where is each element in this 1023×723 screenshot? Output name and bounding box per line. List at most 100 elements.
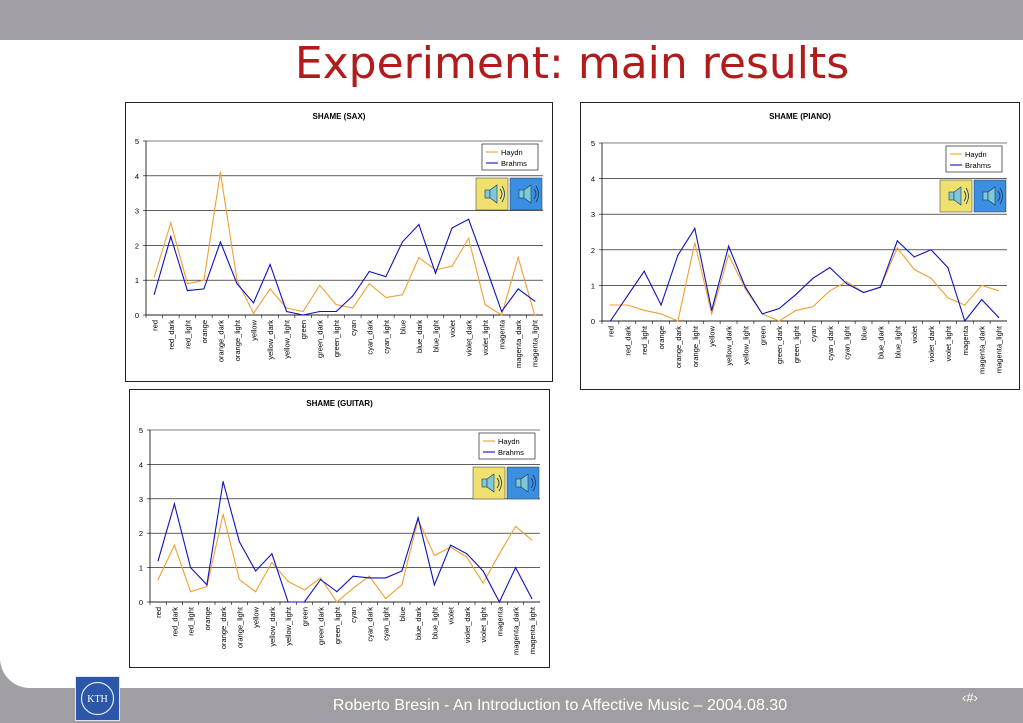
y-tick-label: 5 xyxy=(139,426,143,435)
data-point-haydn xyxy=(660,313,662,315)
y-tick-label: 2 xyxy=(139,529,143,538)
data-point-haydn xyxy=(157,579,159,581)
y-tick-label: 0 xyxy=(591,317,595,326)
x-tick-label: yellow xyxy=(252,606,261,627)
speaker-icon-cone xyxy=(520,473,529,493)
chart-title: SHAME (GUITAR) xyxy=(306,399,373,408)
title-tab xyxy=(222,40,922,100)
data-point-haydn xyxy=(498,553,500,555)
data-point-brahms xyxy=(531,597,533,600)
data-point-brahms xyxy=(417,517,419,519)
data-point-haydn xyxy=(913,268,915,270)
chart-guitar: SHAME (GUITAR) 0 1 2 3 4 5 red red_dark red_light… xyxy=(139,399,540,655)
x-tick-label: red xyxy=(606,326,615,337)
data-point-haydn xyxy=(255,591,257,593)
data-point-brahms xyxy=(385,276,387,278)
speaker-icon-body xyxy=(484,189,491,199)
x-tick-label: green_dark xyxy=(317,607,326,645)
data-point-brahms xyxy=(173,503,175,505)
x-tick-label: orange xyxy=(203,607,212,630)
data-point-brahms xyxy=(930,249,932,251)
x-tick-label: magenta_dark xyxy=(512,607,521,655)
speaker-icon-body xyxy=(982,191,989,201)
data-point-haydn xyxy=(186,283,188,285)
data-point-brahms xyxy=(385,577,387,579)
data-point-brahms xyxy=(401,570,403,572)
data-point-brahms xyxy=(320,579,322,581)
x-tick-label: violet_light xyxy=(944,325,953,361)
speaker-icon xyxy=(973,179,1007,213)
data-point-brahms xyxy=(219,241,222,243)
y-tick-label: 0 xyxy=(139,598,143,607)
x-tick-label: green_light xyxy=(333,606,342,644)
data-point-haydn xyxy=(401,584,403,586)
x-tick-label: green xyxy=(299,320,308,339)
chart-panel-sax: SHAME (SAX) 0 1 2 3 4 5 red red_dark red_light ora… xyxy=(125,102,553,382)
x-tick-label: violet_dark xyxy=(463,607,472,644)
speaker-icon-wave xyxy=(498,474,502,492)
series-line-haydn xyxy=(157,514,533,603)
x-tick-label: magenta_dark xyxy=(978,326,987,374)
data-point-brahms xyxy=(236,283,238,285)
data-point-haydn xyxy=(795,309,797,311)
footer-text: Roberto Bresin - An Introduction to Affe… xyxy=(332,697,788,714)
legend-label: Brahms xyxy=(965,161,991,170)
data-point-haydn xyxy=(467,237,470,240)
speaker-icon-wave xyxy=(530,477,534,489)
data-point-brahms xyxy=(501,310,503,313)
data-point-haydn xyxy=(727,254,730,256)
x-tick-label: yellow xyxy=(250,319,259,340)
chart-title: SHAME (PIANO) xyxy=(769,112,831,121)
data-point-brahms xyxy=(206,584,208,586)
legend-label: Brahms xyxy=(498,448,524,457)
legend-box xyxy=(481,143,539,171)
data-point-haydn xyxy=(222,513,224,515)
speaker-icon-wave xyxy=(533,188,537,200)
data-point-haydn xyxy=(153,276,155,278)
x-tick-label: yellow_light xyxy=(283,319,292,359)
data-point-haydn xyxy=(302,310,304,313)
data-point-haydn xyxy=(418,256,420,259)
x-tick-label: violet_dark xyxy=(465,320,474,357)
data-point-brahms xyxy=(609,320,612,322)
data-point-haydn xyxy=(335,303,337,306)
data-point-brahms xyxy=(433,584,435,586)
x-tick-label: green_dark xyxy=(316,320,325,358)
x-tick-label: yellow_dark xyxy=(725,326,734,366)
data-point-haydn xyxy=(434,269,437,271)
data-point-brahms xyxy=(434,272,437,274)
data-point-haydn xyxy=(517,256,519,259)
x-tick-label: violet_dark xyxy=(927,326,936,363)
speaker-icon-cone xyxy=(953,186,962,206)
speaker-icon-wave xyxy=(965,187,969,205)
data-point-haydn xyxy=(534,314,536,316)
data-point-haydn xyxy=(219,171,222,173)
speaker-icon-wave xyxy=(499,188,503,200)
data-point-brahms xyxy=(222,481,224,483)
y-tick-label: 1 xyxy=(139,564,143,573)
data-point-brahms xyxy=(303,601,305,603)
x-tick-label: yellow_light xyxy=(741,325,750,365)
data-point-haydn xyxy=(203,279,205,281)
x-tick-label: green xyxy=(300,607,309,626)
series-line-brahms xyxy=(609,226,999,323)
y-tick-label: 3 xyxy=(139,495,143,504)
data-point-brahms xyxy=(252,302,255,304)
logo-text: KTH xyxy=(87,694,108,705)
data-point-haydn xyxy=(352,587,354,589)
data-point-brahms xyxy=(401,241,403,243)
speaker-icon xyxy=(472,466,506,500)
data-point-brahms xyxy=(203,288,205,290)
data-point-haydn xyxy=(238,579,240,581)
data-point-haydn xyxy=(964,304,966,306)
speaker-icon xyxy=(509,177,543,211)
data-point-brahms xyxy=(170,236,172,238)
data-point-brahms xyxy=(186,290,188,292)
x-tick-label: green xyxy=(758,326,767,345)
data-point-haydn xyxy=(694,242,696,244)
data-point-brahms xyxy=(947,267,949,269)
data-point-haydn xyxy=(271,561,273,564)
data-point-haydn xyxy=(643,309,645,311)
series-line-brahms xyxy=(153,218,536,316)
data-point-brahms xyxy=(319,310,321,313)
